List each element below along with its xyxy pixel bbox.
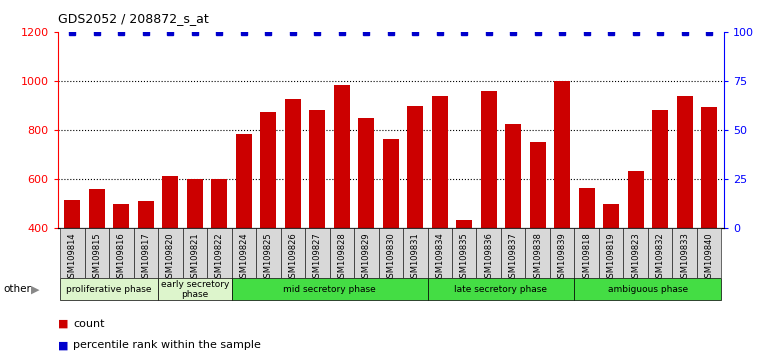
Text: GSM109824: GSM109824: [239, 232, 249, 283]
Text: GSM109838: GSM109838: [533, 232, 542, 283]
Bar: [158, 278, 232, 301]
Bar: [113, 204, 129, 326]
Text: GSM109840: GSM109840: [705, 232, 714, 283]
Bar: [305, 228, 330, 278]
Bar: [85, 228, 109, 278]
Text: GSM109836: GSM109836: [484, 232, 494, 283]
Bar: [158, 228, 182, 278]
Text: GSM109820: GSM109820: [166, 232, 175, 283]
Text: GSM109839: GSM109839: [557, 232, 567, 283]
Bar: [579, 188, 594, 326]
Bar: [452, 228, 477, 278]
Bar: [574, 228, 599, 278]
Bar: [432, 96, 447, 326]
Bar: [60, 278, 158, 301]
Bar: [207, 228, 232, 278]
Bar: [379, 228, 403, 278]
Text: GSM109818: GSM109818: [582, 232, 591, 283]
Bar: [232, 278, 427, 301]
Bar: [672, 228, 697, 278]
Bar: [285, 99, 301, 326]
Text: GSM109815: GSM109815: [92, 232, 102, 283]
Bar: [162, 176, 179, 326]
Text: GSM109831: GSM109831: [410, 232, 420, 283]
Text: GSM109832: GSM109832: [655, 232, 665, 283]
Bar: [701, 107, 717, 326]
Bar: [187, 179, 203, 326]
Bar: [554, 81, 570, 326]
Bar: [260, 112, 276, 326]
Bar: [256, 228, 280, 278]
Bar: [182, 228, 207, 278]
Text: early secretory
phase: early secretory phase: [161, 280, 229, 299]
Text: GSM109823: GSM109823: [631, 232, 640, 283]
Text: other: other: [4, 284, 32, 294]
Text: GSM109830: GSM109830: [387, 232, 395, 283]
Text: GDS2052 / 208872_s_at: GDS2052 / 208872_s_at: [58, 12, 209, 25]
Text: GSM109821: GSM109821: [190, 232, 199, 283]
Text: count: count: [73, 319, 105, 329]
Text: mid secretory phase: mid secretory phase: [283, 285, 376, 294]
Text: GSM109816: GSM109816: [117, 232, 126, 283]
Bar: [212, 179, 227, 326]
Text: GSM109814: GSM109814: [68, 232, 77, 283]
Text: late secretory phase: late secretory phase: [454, 285, 547, 294]
Bar: [407, 105, 424, 326]
Text: ambiguous phase: ambiguous phase: [608, 285, 688, 294]
Bar: [530, 142, 546, 326]
Text: GSM109825: GSM109825: [264, 232, 273, 283]
Bar: [480, 91, 497, 326]
Text: GSM109822: GSM109822: [215, 232, 224, 283]
Bar: [427, 278, 574, 301]
Bar: [457, 220, 472, 326]
Bar: [383, 139, 399, 326]
Bar: [505, 124, 521, 326]
Bar: [550, 228, 574, 278]
Text: percentile rank within the sample: percentile rank within the sample: [73, 340, 261, 350]
Bar: [628, 171, 644, 326]
Text: GSM109817: GSM109817: [142, 232, 150, 283]
Bar: [60, 228, 85, 278]
Bar: [134, 228, 158, 278]
Text: GSM109819: GSM109819: [607, 232, 616, 283]
Bar: [574, 278, 721, 301]
Bar: [65, 200, 80, 326]
Text: GSM109827: GSM109827: [313, 232, 322, 283]
Bar: [109, 228, 134, 278]
Bar: [677, 96, 692, 326]
Bar: [477, 228, 501, 278]
Bar: [403, 228, 427, 278]
Text: GSM109826: GSM109826: [288, 232, 297, 283]
Text: ■: ■: [58, 319, 69, 329]
Bar: [354, 228, 379, 278]
Text: GSM109833: GSM109833: [680, 232, 689, 283]
Text: GSM109829: GSM109829: [362, 232, 371, 283]
Bar: [603, 204, 619, 326]
Bar: [525, 228, 550, 278]
Text: GSM109837: GSM109837: [509, 232, 517, 283]
Bar: [330, 228, 354, 278]
Bar: [652, 110, 668, 326]
Text: proliferative phase: proliferative phase: [66, 285, 152, 294]
Bar: [501, 228, 525, 278]
Text: ▶: ▶: [31, 284, 39, 294]
Bar: [310, 110, 325, 326]
Bar: [358, 118, 374, 326]
Bar: [697, 228, 721, 278]
Bar: [648, 228, 672, 278]
Text: GSM109828: GSM109828: [337, 232, 346, 283]
Bar: [427, 228, 452, 278]
Text: GSM109834: GSM109834: [435, 232, 444, 283]
Bar: [232, 228, 256, 278]
Bar: [280, 228, 305, 278]
Bar: [624, 228, 648, 278]
Text: GSM109835: GSM109835: [460, 232, 469, 283]
Bar: [89, 189, 105, 326]
Bar: [138, 201, 154, 326]
Bar: [599, 228, 624, 278]
Text: ■: ■: [58, 340, 69, 350]
Bar: [334, 85, 350, 326]
Bar: [236, 134, 252, 326]
